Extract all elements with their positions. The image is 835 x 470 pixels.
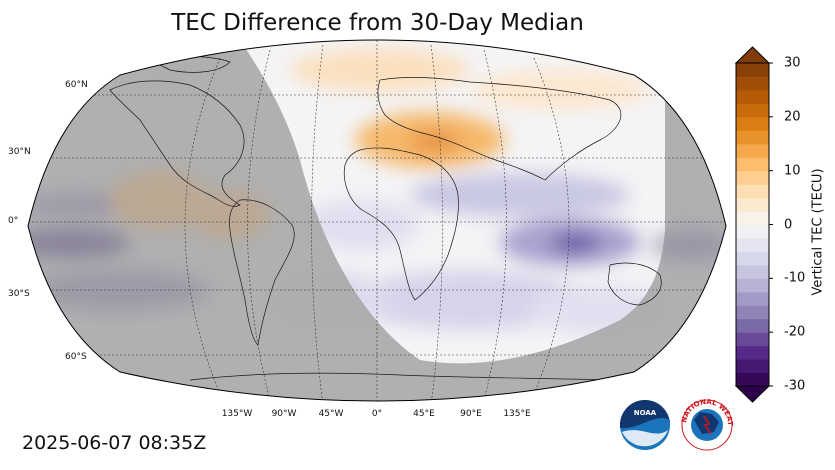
colorbar-tick-label: -30 bbox=[784, 378, 806, 394]
colorbar-band bbox=[736, 291, 769, 306]
lat-label-60s: 60°S bbox=[65, 352, 87, 362]
map-title: TEC Difference from 30-Day Median bbox=[171, 10, 584, 36]
lon-label-0: 0° bbox=[371, 409, 383, 419]
lat-label-30n: 30°N bbox=[8, 147, 31, 157]
lon-label-90w: 90°W bbox=[271, 409, 297, 419]
colorbar-band bbox=[736, 103, 769, 118]
colorbar-tick-label: 10 bbox=[784, 163, 801, 179]
colorbar-band bbox=[736, 211, 769, 225]
map-body bbox=[28, 40, 726, 401]
lon-label-45e: 45°E bbox=[413, 409, 435, 419]
colorbar-tick-label: -20 bbox=[784, 324, 806, 340]
map-outline bbox=[27, 39, 727, 402]
colorbar-tick-label: -10 bbox=[784, 270, 806, 286]
colorbar-label: Vertical TEC (TECU) bbox=[810, 168, 826, 296]
colorbar-band bbox=[736, 76, 769, 91]
noaa-logo: NOAA bbox=[620, 400, 670, 450]
lat-label-60n: 60°N bbox=[65, 80, 88, 90]
colorbar-band bbox=[736, 89, 769, 104]
lon-label-135e: 135°E bbox=[503, 409, 531, 419]
colorbar-tick-label: 30 bbox=[784, 55, 801, 71]
colorbar bbox=[734, 46, 773, 403]
timestamp: 2025-06-07 08:35Z bbox=[22, 432, 207, 454]
colorbar-band bbox=[736, 345, 769, 360]
lon-label-90e: 90°E bbox=[460, 409, 482, 419]
colorbar-band bbox=[736, 63, 769, 77]
night-terminator bbox=[28, 40, 726, 401]
lon-label-135w: 135°W bbox=[221, 409, 253, 419]
colorbar-band bbox=[736, 184, 769, 199]
graticule bbox=[28, 40, 726, 401]
colorbar-tick-label: 0 bbox=[784, 217, 793, 232]
colorbar-band bbox=[736, 130, 769, 145]
colorbar-band bbox=[736, 170, 769, 185]
colorbar-band bbox=[736, 359, 769, 374]
lon-label-45w: 45°W bbox=[318, 409, 344, 419]
colorbar-band bbox=[736, 237, 769, 252]
lat-label-30s: 30°S bbox=[8, 289, 30, 299]
colorbar-band bbox=[736, 143, 769, 158]
colorbar-band bbox=[736, 278, 769, 293]
night-anomaly bbox=[28, 170, 726, 310]
colorbar-tick-label: 20 bbox=[784, 109, 801, 125]
colorbar-band bbox=[736, 197, 769, 212]
colorbar-band bbox=[736, 305, 769, 320]
coastlines bbox=[109, 56, 662, 381]
colorbar-band bbox=[736, 332, 769, 347]
colorbar-min-extension bbox=[734, 385, 771, 403]
colorbar-band bbox=[736, 264, 769, 279]
noaa-logo-text: NOAA bbox=[634, 409, 657, 417]
colorbar-band bbox=[736, 157, 769, 172]
colorbar-band bbox=[736, 224, 769, 239]
lat-label-0: 0° bbox=[8, 216, 19, 226]
colorbar-max-extension bbox=[734, 46, 771, 64]
colorbar-band bbox=[736, 372, 769, 387]
colorbar-band bbox=[736, 318, 769, 333]
colorbar-band bbox=[736, 116, 769, 131]
colorbar-band bbox=[736, 251, 769, 266]
